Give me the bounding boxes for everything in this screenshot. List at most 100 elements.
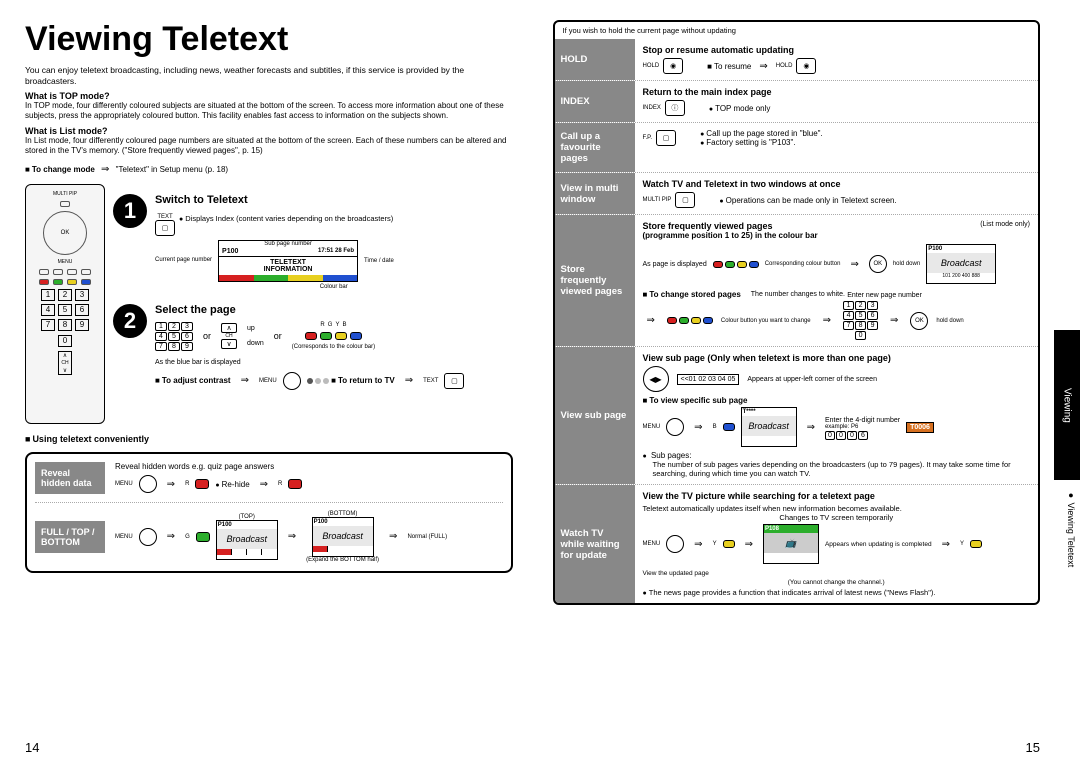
multi-note: Operations can be made only in Teletext … [719,196,896,205]
teletext-line2: INFORMATION [221,266,355,273]
teletext-line1: TELETEXT [221,259,355,266]
right-intro: If you wish to hold the current page wit… [555,22,1039,39]
side-tab-sub: ● Viewing Teletext [1066,490,1076,567]
dpad-icon: ◀▶ [643,366,669,392]
menu-button-icon [666,418,684,436]
dpad [43,211,87,255]
fav-note2: Factory setting is "P103". [700,138,823,147]
hold-down-label: hold down [893,261,920,267]
up-label: up [247,325,264,332]
colour-buttons-icon [713,261,759,268]
teletext-preview: Sub page number P100 17:51 28 Feb TELETE… [218,240,358,282]
ok-button-icon: OK [869,255,887,273]
subpage-title: View sub page (Only when teletext is mor… [643,353,1031,363]
arrow-icon: ⇒ [101,164,109,175]
index-label: INDEX [555,81,635,122]
fav-note1: Call up the page stored in "blue". [700,129,823,138]
colour-buttons-icon [667,317,713,324]
colour-buttons-icon [305,332,362,340]
numpad: 123 456 789 [41,289,89,331]
menu-button-icon [283,372,301,390]
enter4-label: Enter the 4-digit number [825,417,900,424]
multipip-button-icon: ▢ [675,192,695,208]
step-2-number: 2 [113,304,147,338]
menu-button-icon [666,535,684,553]
adjust-contrast-label: To adjust contrast [155,376,231,385]
mini-screen-watch: P108 📺 [763,524,819,564]
news-flash-note: The news page provides a function that i… [643,588,1031,597]
watch-title: View the TV picture while searching for … [643,491,1031,501]
text-button-icon: ▢ [155,220,175,236]
store-label: Store frequently viewed pages [555,215,635,346]
current-page-label: Current page number [155,257,212,264]
numpad-icon: 123 456 789 [155,322,193,351]
store-subtitle: (programme position 1 to 25) in the colo… [643,231,818,240]
teletext-time: 17:51 28 Feb [318,248,356,255]
resume-label: To resume [707,62,751,71]
fp-button-icon: ▢ [656,130,676,146]
menu-button-icon [139,528,157,546]
view-updated-label: View the updated page [643,570,709,577]
arrow-icon: ⇒ [241,375,249,386]
mini-screen-bottom: P100 Broadcast [312,517,374,557]
as-page-label: As page is displayed [643,261,707,268]
page-number-left: 14 [25,740,39,755]
change-mode-note: "Teletext" in Setup menu (p. 18) [116,165,228,174]
colour-want-label: Colour button you want to change [721,318,811,324]
top-mode-q: What is TOP mode? [25,91,513,101]
blue-button-icon [723,423,735,431]
bluebar-note: As the blue bar is displayed [155,359,513,366]
watch-line1: Teletext automatically updates itself wh… [643,504,1031,513]
mini-screen-store: P100 Broadcast 101 200 400 888 [926,244,996,284]
rehide-label: Re-hide [215,480,249,489]
yellow-button-icon [970,540,982,548]
watch-label: Watch TV while waiting for update [555,485,635,603]
favourite-label: Call up a favourite pages [555,123,635,172]
mini-screen-top: P100 Broadcast [216,520,278,560]
mini-screen-sub: T**** Broadcast [741,407,797,447]
remote-control: MULTI PIP MENU 123 456 789 0 [25,184,105,424]
text-button-icon: ▢ [444,373,464,389]
step2-title: Select the page [155,304,513,316]
hold-label: HOLD [555,39,635,80]
example-label: example: P6 [825,424,900,430]
subpage-indicator: <<01 02 03 04 05 [677,374,740,385]
return-tv-label: To return to TV [331,376,395,385]
red-button-icon [195,479,209,489]
list-mode-a: In List mode, four differently coloured … [25,136,513,157]
subpages-label: Sub pages: [651,451,691,460]
cannot-change-label: (You cannot change the channel.) [643,579,1031,586]
yellow-button-icon [723,540,735,548]
full-label: FULL / TOP / BOTTOM [35,521,105,553]
list-only-label: (List mode only) [980,221,1030,240]
convenient-box: Reveal hidden data Reveal hidden words e… [25,452,513,573]
or-text-2: or [274,331,282,341]
view-specific-label: To view specific sub page [643,396,1031,405]
appears-when-label: Appears when updating is completed [825,541,932,548]
corresponding-label: Corresponding colour button [765,261,841,267]
reveal-label: Reveal hidden data [35,462,105,494]
expand-label: (Expand the BOTTOM half) [306,557,379,563]
subpage-label: View sub page [555,347,635,484]
right-functions-box: If you wish to hold the current page wit… [553,20,1041,605]
green-button-icon [196,532,210,542]
subpage-note: The number of sub pages varies depending… [653,460,1031,478]
multi-label: View in multi window [555,173,635,214]
subpage-appears: Appears at upper-left corner of the scre… [747,376,877,383]
store-title: Store frequently viewed pages [643,221,773,231]
arrow-icon: ⇒ [405,375,413,386]
number-white-label: The number changes to white. [751,291,845,298]
step1-note: Displays Index (content varies depending… [179,214,393,223]
hold-title: Stop or resume automatic updating [643,45,1031,55]
hold-down-label2: hold down [936,318,963,324]
numpad-icon: 123 456 789 0 [843,301,878,340]
corresponds-label: (Corresponds to the colour bar) [292,344,375,350]
side-tab: Viewing [1054,330,1080,480]
step-1-number: 1 [113,194,147,228]
index-note: TOP mode only [709,104,771,113]
index-button-icon: ⓘ [665,100,685,116]
top-mode-a: In TOP mode, four differently coloured s… [25,101,513,122]
watch-line2: Changes to TV screen temporarily [643,513,1031,522]
menu-button-icon [139,475,157,493]
step1-title: Switch to Teletext [155,194,513,206]
